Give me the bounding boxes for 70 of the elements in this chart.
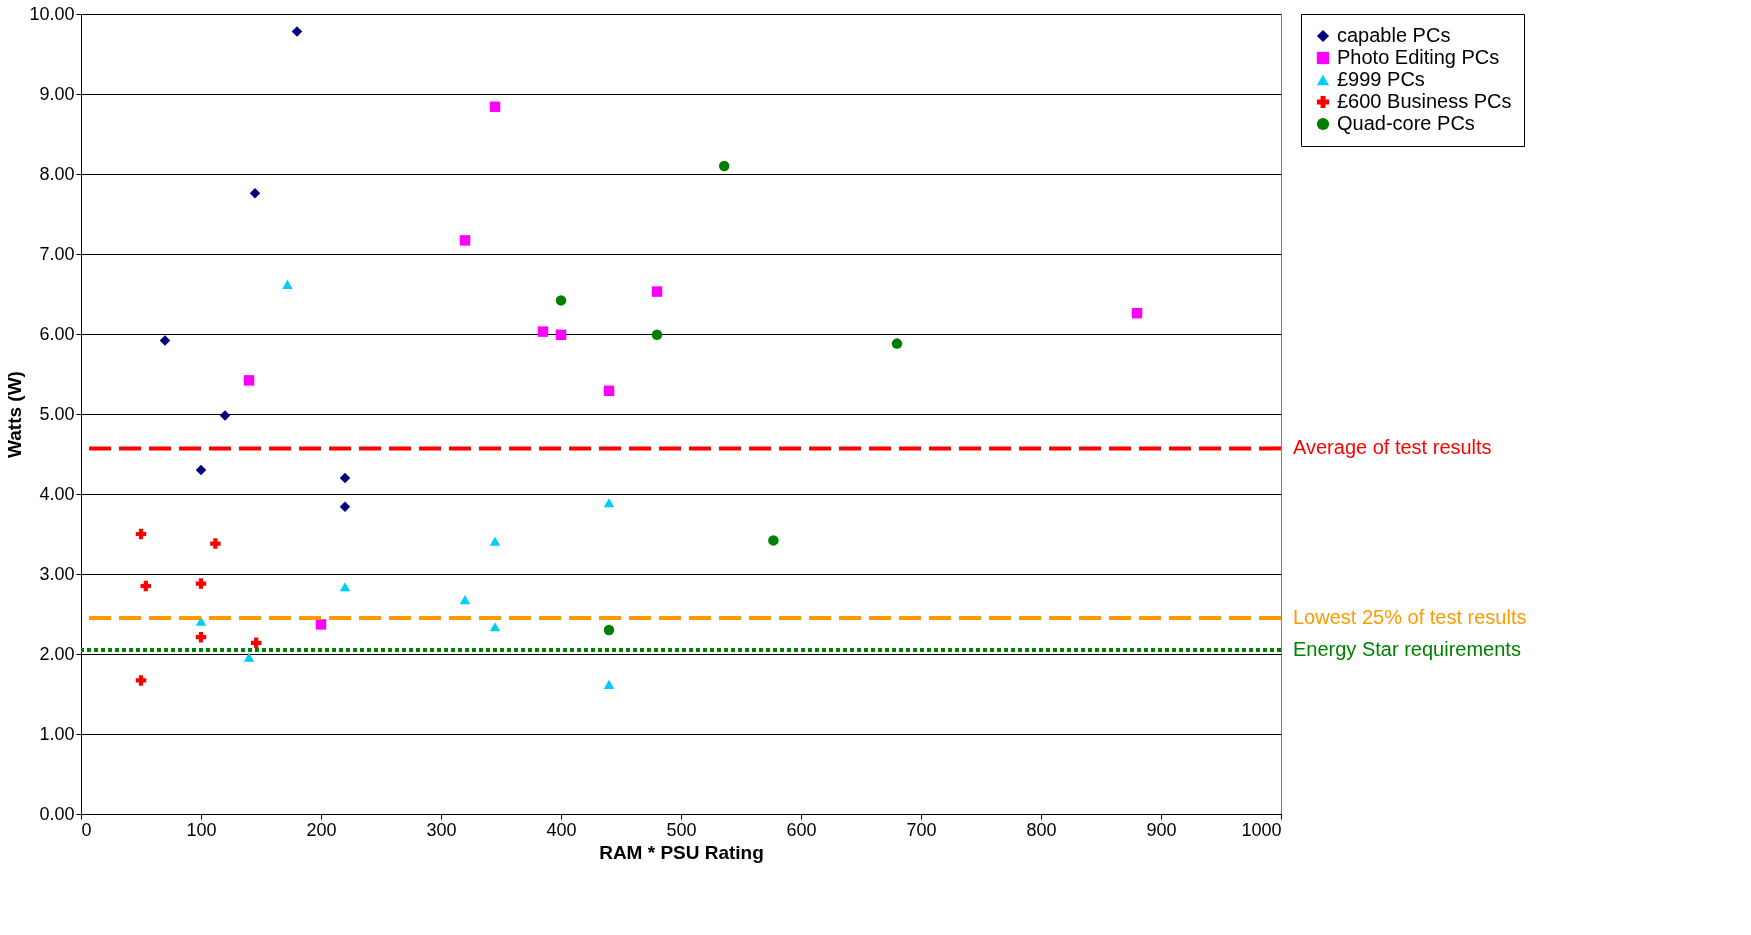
x-tick-label: 800 bbox=[1026, 819, 1057, 840]
point bbox=[195, 578, 207, 589]
x-tick-label: 900 bbox=[1146, 819, 1177, 840]
point bbox=[135, 675, 147, 686]
x-tick-label: 0 bbox=[81, 819, 92, 840]
point bbox=[459, 595, 471, 605]
legend-label: Photo Editing PCs bbox=[1337, 46, 1500, 68]
point bbox=[603, 498, 615, 508]
ref-line-label: Lowest 25% of test results bbox=[1293, 606, 1527, 628]
y-axis-title: Watts (W) bbox=[4, 371, 26, 458]
x-tick-label: 400 bbox=[546, 819, 577, 840]
point bbox=[555, 329, 567, 341]
point bbox=[282, 279, 293, 289]
point bbox=[603, 385, 615, 397]
ref-line-label: Average of test results bbox=[1293, 436, 1492, 459]
x-tick-label: 100 bbox=[186, 819, 217, 840]
point bbox=[210, 538, 221, 549]
y-tick-label: 9.00 bbox=[39, 83, 75, 104]
point bbox=[489, 536, 501, 546]
y-tick-label: 4.00 bbox=[39, 483, 75, 504]
point bbox=[1131, 307, 1143, 319]
point bbox=[555, 295, 567, 306]
point bbox=[291, 26, 303, 37]
point bbox=[250, 637, 262, 649]
point bbox=[159, 335, 171, 346]
point bbox=[195, 464, 207, 476]
point bbox=[339, 472, 351, 484]
point bbox=[537, 326, 549, 337]
y-tick-label: 6.00 bbox=[39, 323, 75, 344]
y-tick-label: 10.00 bbox=[29, 3, 75, 24]
point bbox=[195, 616, 207, 626]
point bbox=[768, 535, 779, 546]
y-tick-label: 1.00 bbox=[39, 723, 75, 744]
point bbox=[219, 410, 231, 421]
legend-label: capable PCs bbox=[1337, 24, 1451, 46]
legend-label: £600 Business PCs bbox=[1337, 90, 1512, 112]
point bbox=[195, 631, 207, 643]
point bbox=[489, 622, 501, 632]
point bbox=[339, 501, 351, 513]
x-tick-label: 1000 bbox=[1241, 819, 1282, 840]
point bbox=[651, 329, 663, 341]
point bbox=[603, 624, 615, 636]
y-tick-label: 8.00 bbox=[39, 163, 75, 184]
y-tick-label: 0.00 bbox=[39, 803, 75, 824]
point bbox=[459, 235, 471, 246]
y-tick-label: 2.00 bbox=[39, 643, 75, 664]
point bbox=[315, 619, 327, 630]
legend-label: £999 PCs bbox=[1337, 68, 1425, 90]
point bbox=[140, 580, 152, 592]
y-tick-label: 7.00 bbox=[39, 243, 75, 264]
point bbox=[891, 338, 903, 349]
point bbox=[651, 286, 663, 297]
point bbox=[489, 101, 501, 113]
point bbox=[339, 582, 351, 592]
point bbox=[243, 375, 255, 386]
x-tick-label: 200 bbox=[306, 819, 337, 840]
x-tick-label: 500 bbox=[666, 819, 697, 840]
x-tick-label: 600 bbox=[786, 819, 817, 840]
y-tick-label: 3.00 bbox=[39, 563, 75, 584]
point bbox=[243, 652, 255, 662]
x-tick-label: 700 bbox=[906, 819, 937, 840]
legend-label: Quad-core PCs bbox=[1337, 112, 1475, 134]
ref-line-label: Energy Star requirements bbox=[1293, 638, 1521, 660]
point bbox=[249, 187, 261, 199]
point bbox=[603, 679, 615, 689]
y-tick-label: 5.00 bbox=[39, 403, 75, 424]
point bbox=[135, 528, 147, 540]
x-tick-label: 300 bbox=[426, 819, 457, 840]
point bbox=[718, 160, 730, 172]
x-axis-title: RAM * PSU Rating bbox=[599, 841, 764, 863]
